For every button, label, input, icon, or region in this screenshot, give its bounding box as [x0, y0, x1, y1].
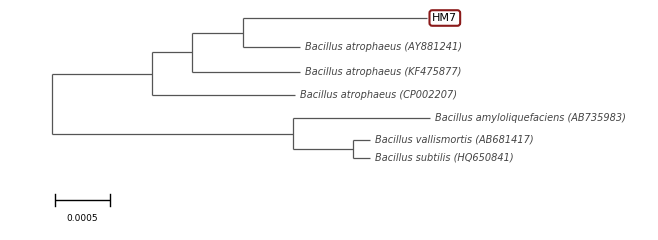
Text: Bacillus atrophaeus (AY881241): Bacillus atrophaeus (AY881241) [305, 42, 463, 52]
Text: Bacillus vallismortis (AB681417): Bacillus vallismortis (AB681417) [375, 135, 534, 145]
Text: HM7: HM7 [432, 13, 457, 23]
Text: Bacillus subtilis (HQ650841): Bacillus subtilis (HQ650841) [375, 153, 514, 163]
Text: 0.0005: 0.0005 [66, 214, 98, 223]
Text: Bacillus atrophaeus (KF475877): Bacillus atrophaeus (KF475877) [305, 67, 462, 77]
Text: Bacillus atrophaeus (CP002207): Bacillus atrophaeus (CP002207) [300, 90, 457, 100]
Text: Bacillus amyloliquefaciens (AB735983): Bacillus amyloliquefaciens (AB735983) [435, 113, 626, 123]
